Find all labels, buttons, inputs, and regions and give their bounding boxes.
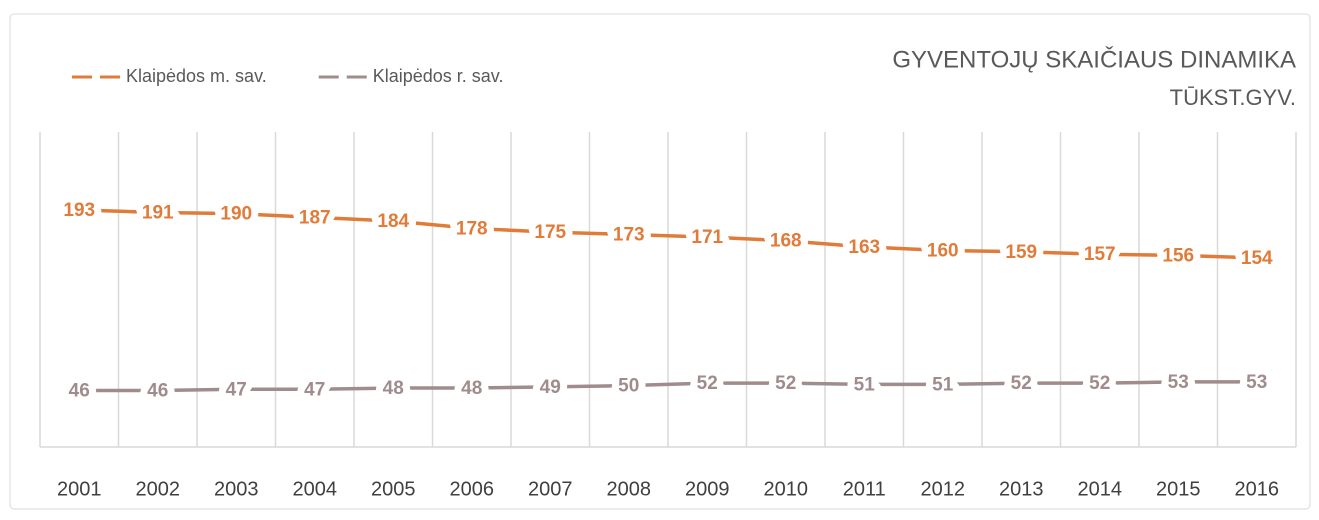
data-label: 48 [383,378,404,399]
data-label: 190 [220,204,252,225]
data-label: 187 [299,207,331,228]
data-label: 193 [63,200,95,221]
data-label: 53 [1246,372,1267,393]
data-label: 156 [1162,245,1194,266]
data-label: 52 [1011,373,1032,394]
x-tick-label: 2007 [528,478,573,500]
x-tick-label: 2014 [1078,478,1123,500]
series-line [79,208,1257,260]
x-tick-label: 2011 [843,478,886,500]
data-label: 47 [304,379,325,400]
data-label: 173 [613,225,645,246]
x-tick-label: 2015 [1156,478,1201,500]
series-line [79,380,1257,393]
data-label: 163 [848,237,880,258]
x-tick-label: 2006 [450,478,495,500]
data-label: 46 [147,381,168,402]
x-tick-label: 2005 [371,478,416,500]
data-label: 51 [854,374,876,395]
data-label: 184 [377,211,409,232]
data-label: 160 [927,241,959,262]
data-label: 178 [456,218,488,239]
data-label: 52 [697,373,718,394]
data-label: 175 [534,222,566,243]
chart-subtitle: TŪKST.GYV. [1170,85,1296,110]
data-label: 50 [618,376,639,397]
data-label: 168 [770,231,802,252]
legend-label: Klaipėdos r. sav. [373,66,504,86]
x-tick-label: 2016 [1235,478,1280,500]
x-tick-label: 2004 [293,478,338,500]
data-label: 48 [461,378,482,399]
data-label: 159 [1005,242,1037,263]
data-label: 51 [932,374,954,395]
data-label: 47 [226,379,247,400]
x-tick-label: 2001 [57,478,102,500]
data-label: 52 [775,373,796,394]
x-tick-label: 2008 [607,478,652,500]
x-tick-label: 2009 [685,478,730,500]
x-tick-label: 2010 [764,478,809,500]
data-label: 52 [1089,373,1110,394]
data-label: 46 [69,381,90,402]
x-tick-label: 2013 [999,478,1044,500]
data-label: 157 [1084,244,1116,265]
chart-title: GYVENTOJŲ SKAIČIAUS DINAMIKA [892,45,1296,73]
legend-label: Klaipėdos m. sav. [126,66,267,86]
data-label: 49 [540,377,561,398]
data-label: 53 [1168,372,1189,393]
data-label: 191 [142,202,174,223]
x-tick-label: 2012 [921,478,966,500]
data-label: 171 [691,227,723,248]
data-label: 154 [1241,248,1273,269]
x-tick-label: 2002 [136,478,181,500]
x-tick-label: 2003 [214,478,259,500]
